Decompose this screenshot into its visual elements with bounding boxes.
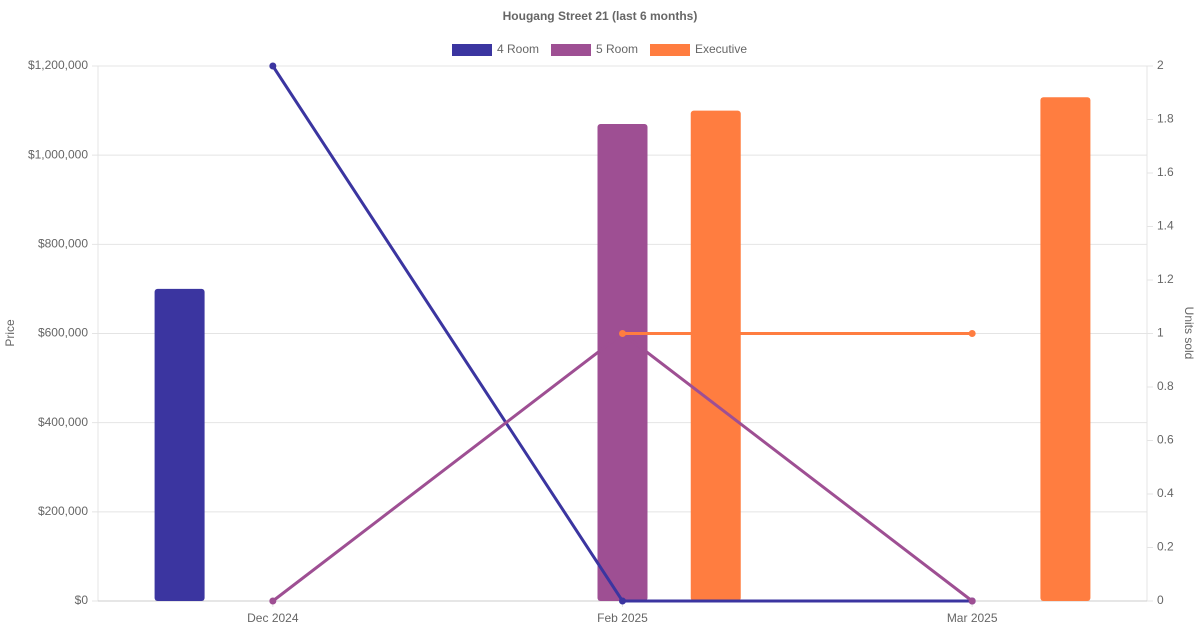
x-tick-label: Feb 2025 (597, 611, 648, 625)
y2-axis-title: Units sold (1182, 307, 1196, 360)
y2-tick-label: 1.8 (1157, 112, 1174, 126)
bar (1040, 97, 1091, 601)
legend-label: 5 Room (596, 42, 638, 56)
legend-swatch (551, 44, 591, 56)
y2-tick-label: 0.6 (1157, 433, 1174, 447)
line-point (269, 62, 277, 70)
line-point (269, 597, 277, 605)
y-tick-label: $600,000 (38, 326, 88, 340)
legend-label: Executive (695, 42, 747, 56)
legend-label: 4 Room (497, 42, 539, 56)
y2-tick-label: 0.2 (1157, 540, 1174, 554)
y-axis-title: Price (3, 319, 17, 347)
bar (597, 123, 648, 601)
y2-tick-label: 2 (1157, 58, 1164, 72)
y2-tick-label: 1.2 (1157, 272, 1174, 286)
line-point (619, 597, 626, 605)
x-tick-label: Dec 2024 (247, 611, 299, 625)
y-tick-label: $800,000 (38, 237, 88, 251)
line-point (968, 597, 976, 605)
y2-tick-label: 1.6 (1157, 165, 1174, 179)
y2-tick-label: 0.8 (1157, 379, 1174, 393)
y2-tick-label: 1.4 (1157, 219, 1174, 233)
y-tick-label: $1,200,000 (28, 58, 88, 72)
y2-tick-label: 1 (1157, 326, 1164, 340)
y2-tick-label: 0 (1157, 593, 1164, 607)
line-point (968, 330, 976, 337)
y-tick-label: $1,000,000 (28, 147, 88, 161)
x-tick-label: Mar 2025 (947, 611, 998, 625)
bar (690, 110, 741, 601)
y2-tick-label: 0.4 (1157, 486, 1174, 500)
y-tick-label: $200,000 (38, 504, 88, 518)
line-point (619, 330, 626, 337)
bar (154, 288, 205, 601)
legend-swatch (650, 44, 690, 56)
y-tick-label: $0 (75, 593, 89, 607)
chart-title: Hougang Street 21 (last 6 months) (503, 9, 698, 23)
legend-swatch (452, 44, 492, 56)
y-tick-label: $400,000 (38, 415, 88, 429)
